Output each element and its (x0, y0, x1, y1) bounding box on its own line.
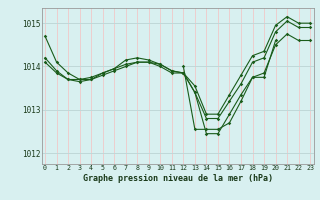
X-axis label: Graphe pression niveau de la mer (hPa): Graphe pression niveau de la mer (hPa) (83, 174, 273, 183)
